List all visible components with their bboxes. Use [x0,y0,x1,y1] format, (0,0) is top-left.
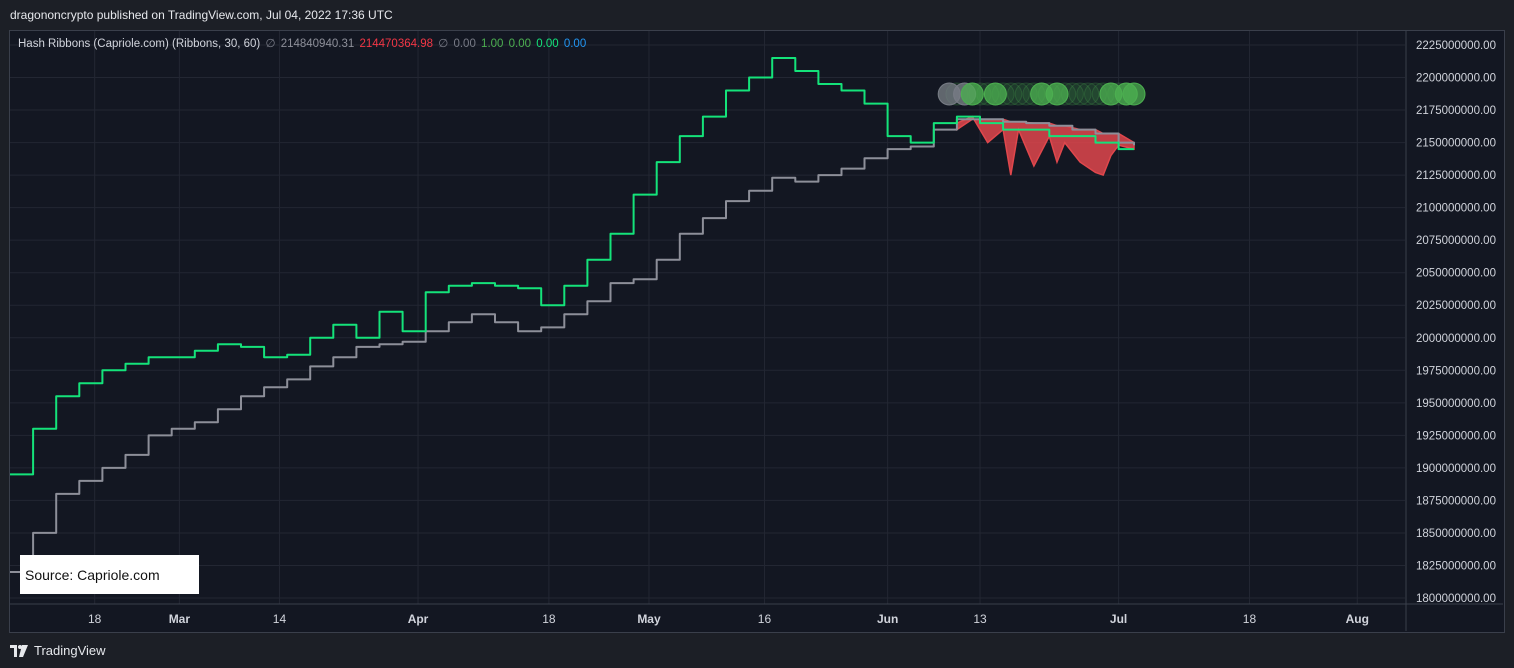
ribbon-layer [956,115,1135,177]
x-tick-label: 18 [542,612,556,626]
capitulation-ribbon-fill [956,115,1135,177]
legend-symbol-1: ∅ [265,38,276,50]
tradingview-footer[interactable]: TradingView [10,643,106,658]
x-tick-label: 13 [973,612,987,626]
grid-lines [10,31,1405,604]
x-tick-label: 18 [88,612,102,626]
indicator-legend[interactable]: Hash Ribbons (Capriole.com) (Ribbons, 30… [18,36,588,50]
legend-value-4: 1.00 [481,38,504,50]
x-tick-label: Mar [169,612,191,626]
y-tick-label: 2200000000.00 [1416,73,1496,85]
x-tick-label: Jun [877,612,898,626]
y-tick-label: 1875000000.00 [1416,495,1496,507]
x-tick-label: May [637,612,661,626]
x-tick-label: 18 [1243,612,1257,626]
y-tick-label: 1800000000.00 [1416,593,1496,605]
y-tick-label: 1950000000.00 [1416,398,1496,410]
signal-dots-layer [937,82,1146,106]
y-tick-label: 2175000000.00 [1416,105,1496,117]
x-tick-label: Aug [1346,612,1369,626]
y-tick-label: 1975000000.00 [1416,365,1496,377]
y-tick-label: 2050000000.00 [1416,268,1496,280]
signal-trail-dot [1007,82,1030,106]
signal-dot[interactable] [960,82,984,106]
x-tick-label: 14 [273,612,287,626]
x-tick-label: 16 [758,612,772,626]
fast-ribbon-line[interactable] [10,57,1134,476]
legend-value-1: 214840940.31 [280,38,355,50]
legend-value-7: 0.00 [563,38,587,50]
indicator-name[interactable]: Hash Ribbons (Capriole.com) (Ribbons, 30… [18,38,261,50]
legend-value-6: 0.00 [536,38,559,50]
tradingview-brand-label: TradingView [34,643,106,658]
x-tick-label: Jul [1110,612,1127,626]
y-tick-label: 2000000000.00 [1416,333,1496,345]
time-axis[interactable]: 18 Mar 14 Apr 18 May 16 Jun 13 Jul 18 Aug [10,603,1503,626]
y-tick-label: 2025000000.00 [1416,300,1496,312]
price-axis[interactable]: 2225000000.00 2200000000.00 2175000000.00 2… [1405,31,1496,631]
y-tick-label: 1850000000.00 [1416,528,1496,540]
signal-dot[interactable] [983,82,1007,106]
source-watermark: Source: Capriole.com [20,555,199,594]
y-tick-label: 2150000000.00 [1416,138,1496,150]
y-tick-label: 2125000000.00 [1416,170,1496,182]
y-tick-label: 1825000000.00 [1416,560,1496,572]
lines-layer [10,57,1135,573]
x-tick-label: Apr [408,612,429,626]
legend-value-5: 0.00 [508,38,532,50]
signal-trail-dot [1076,82,1100,106]
tradingview-logo-icon [10,644,28,657]
legend-value-3: 0.00 [453,38,476,50]
y-tick-label: 2075000000.00 [1416,235,1496,247]
legend-symbol-2: ∅ [438,38,449,50]
signal-trail-dot [1068,82,1092,106]
published-info: dragononcrypto published on TradingView.… [10,8,393,22]
legend-value-2: 214470364.98 [359,38,434,50]
y-tick-label: 1925000000.00 [1416,430,1496,442]
y-tick-label: 2225000000.00 [1416,40,1496,52]
slow-ribbon-line[interactable] [10,118,1135,573]
signal-dot[interactable] [1122,82,1146,106]
signal-dot[interactable] [1045,82,1069,106]
y-tick-label: 1900000000.00 [1416,463,1496,475]
y-tick-label: 2100000000.00 [1416,203,1496,215]
